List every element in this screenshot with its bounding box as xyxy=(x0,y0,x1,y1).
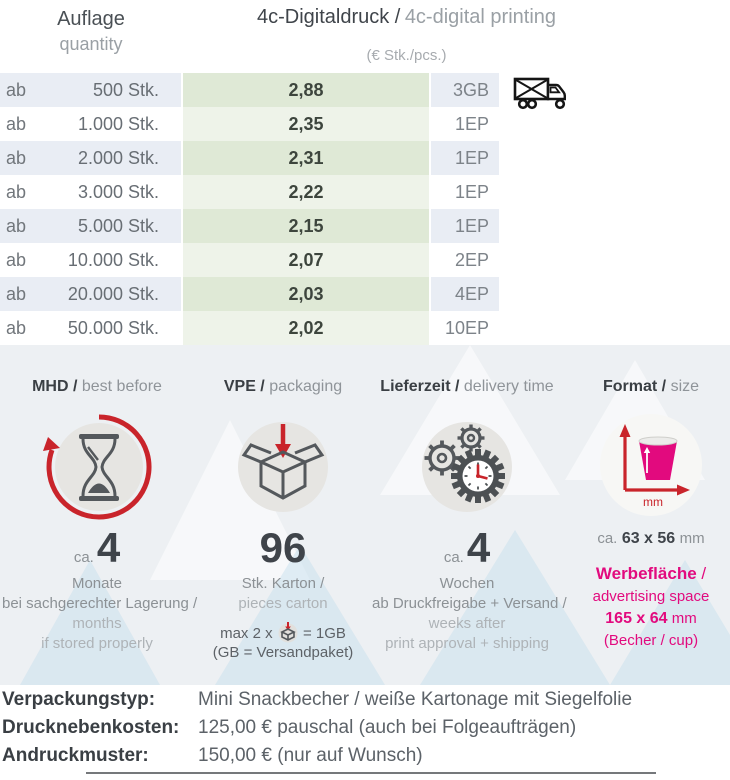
mail-delivery-truck-icon xyxy=(513,77,566,110)
format-title: Format / size xyxy=(602,378,700,395)
gears-clock-icon xyxy=(422,422,512,512)
svg-text:mm: mm xyxy=(643,495,663,509)
advertising-space-block: Werbefläche / advertising space 165 x 64… xyxy=(556,562,730,652)
vpe-note: max 2 x = 1GB xyxy=(188,621,378,643)
table-row: ab 3.000 Stk. 2,22 1EP xyxy=(0,175,500,209)
info-col-vpe: VPE / packaging 96 Stk. Karton / xyxy=(188,378,378,662)
open-box-icon xyxy=(238,422,328,512)
ad-size: 165 x 64 mm xyxy=(605,610,697,627)
detail-value: Mini Snackbecher / weiße Kartonage mit S… xyxy=(198,689,633,710)
mini-package-icon xyxy=(278,622,298,643)
details-section: Verpackungstyp: Mini Snackbecher / weiße … xyxy=(2,686,632,770)
delivery-line-en: print approval + shipping xyxy=(385,635,549,652)
delivery-value: ca.4 xyxy=(443,524,491,571)
row-prefix: ab xyxy=(6,284,27,304)
row-packunit: 10EP xyxy=(431,311,499,345)
mhd-title: MHD / best before xyxy=(32,378,162,395)
delivery-title: Lieferzeit / delivery time xyxy=(380,378,554,395)
row-prefix: ab xyxy=(6,182,27,202)
print-header-de: 4c-Digitaldruck / xyxy=(256,6,401,28)
row-packunit: 4EP xyxy=(431,277,499,311)
format-size: ca. 63 x 56 mm xyxy=(597,530,705,547)
info-col-mhd: MHD / best before ca.4 Mon xyxy=(2,378,198,654)
vpe-value: 96 xyxy=(259,524,307,571)
mhd-line-de: Monate xyxy=(71,575,123,592)
row-prefix: ab xyxy=(6,250,27,270)
table-row: ab 1.000 Stk. 2,35 1EP xyxy=(0,107,500,141)
mhd-line-de: bei sachgerechter Lagerung / xyxy=(2,595,198,612)
pricing-table: ab 500 Stk. 2,88 3GB ab 1.000 Stk. 2,35 1E… xyxy=(0,73,500,345)
info-panel: MHD / best before ca.4 Mon xyxy=(0,345,730,685)
row-quantity: 20.000 Stk. xyxy=(67,284,159,304)
row-quantity: 10.000 Stk. xyxy=(67,250,159,270)
bottom-edge-line xyxy=(86,772,656,774)
cup-dimensions-icon: mm xyxy=(600,414,702,516)
table-row: ab 20.000 Stk. 2,03 4EP xyxy=(0,277,500,311)
quantity-header-de: Auflage xyxy=(57,8,125,30)
ad-line: (Becher / cup) xyxy=(603,632,699,649)
row-quantity: 500 Stk. xyxy=(92,80,159,100)
quantity-header-en: quantity xyxy=(59,34,123,54)
ad-line: advertising space xyxy=(592,588,710,605)
row-prefix: ab xyxy=(6,148,27,168)
row-price: 2,88 xyxy=(183,73,429,107)
detail-label: Andruckmuster: xyxy=(2,745,149,766)
row-packunit: 1EP xyxy=(431,141,499,175)
vpe-line-de: Stk. Karton / xyxy=(241,575,325,592)
delivery-line-de: Wochen xyxy=(439,575,495,592)
delivery-line-en: weeks after xyxy=(428,615,506,632)
row-quantity: 1.000 Stk. xyxy=(77,114,159,134)
mhd-line-en: if stored properly xyxy=(41,635,153,652)
row-prefix: ab xyxy=(6,216,27,236)
print-column-header: 4c-Digitaldruck / 4c-digital printing (€… xyxy=(183,6,630,64)
row-packunit: 1EP xyxy=(431,209,499,243)
price-unit-label: (€ Stk./pcs.) xyxy=(366,47,447,64)
vpe-title: VPE / packaging xyxy=(223,378,343,395)
row-packunit: 1EP xyxy=(431,175,499,209)
row-price: 2,03 xyxy=(183,277,429,311)
detail-row: Drucknebenkosten: 125,00 € pauschal (auch… xyxy=(2,714,632,742)
print-header-en: 4c-digital printing xyxy=(404,6,557,28)
vpe-line-en: pieces carton xyxy=(238,595,328,612)
row-prefix: ab xyxy=(6,80,27,100)
info-col-delivery: Lieferzeit / delivery time xyxy=(372,378,567,654)
detail-value: 125,00 € pauschal (auch bei Folgeaufträg… xyxy=(198,717,577,738)
row-price: 2,31 xyxy=(183,141,429,175)
row-packunit: 1EP xyxy=(431,107,499,141)
row-prefix: ab xyxy=(6,318,27,338)
detail-value: 150,00 € (nur auf Wunsch) xyxy=(198,745,423,766)
row-quantity: 5.000 Stk. xyxy=(77,216,159,236)
table-row: ab 500 Stk. 2,88 3GB xyxy=(0,73,500,107)
detail-label: Drucknebenkosten: xyxy=(2,717,180,738)
info-col-format: Format / size mm ca. xyxy=(556,378,730,652)
quantity-column-header: Auflage quantity xyxy=(0,6,182,56)
mhd-value: ca.4 xyxy=(73,524,121,571)
row-price: 2,07 xyxy=(183,243,429,277)
row-prefix: ab xyxy=(6,114,27,134)
delivery-line-de: ab Druckfreigabe + Versand / xyxy=(372,595,567,612)
row-quantity: 50.000 Stk. xyxy=(67,318,159,338)
table-row: ab 10.000 Stk. 2,07 2EP xyxy=(0,243,500,277)
table-row: ab 50.000 Stk. 2,02 10EP xyxy=(0,311,500,345)
table-row: ab 5.000 Stk. 2,15 1EP xyxy=(0,209,500,243)
row-quantity: 2.000 Stk. xyxy=(77,148,159,168)
detail-row: Andruckmuster: 150,00 € (nur auf Wunsch) xyxy=(2,742,632,770)
mhd-line-en: months xyxy=(72,615,122,632)
hourglass-cycle-icon xyxy=(43,414,152,520)
vpe-note: (GB = Versandpaket) xyxy=(212,644,354,661)
row-price: 2,35 xyxy=(183,107,429,141)
detail-label: Verpackungstyp: xyxy=(2,689,156,710)
row-quantity: 3.000 Stk. xyxy=(77,182,159,202)
row-packunit: 2EP xyxy=(431,243,499,277)
row-price: 2,22 xyxy=(183,175,429,209)
row-packunit: 3GB xyxy=(431,73,499,107)
row-price: 2,15 xyxy=(183,209,429,243)
table-row: ab 2.000 Stk. 2,31 1EP xyxy=(0,141,500,175)
row-price: 2,02 xyxy=(183,311,429,345)
detail-row: Verpackungstyp: Mini Snackbecher / weiße … xyxy=(2,686,632,714)
